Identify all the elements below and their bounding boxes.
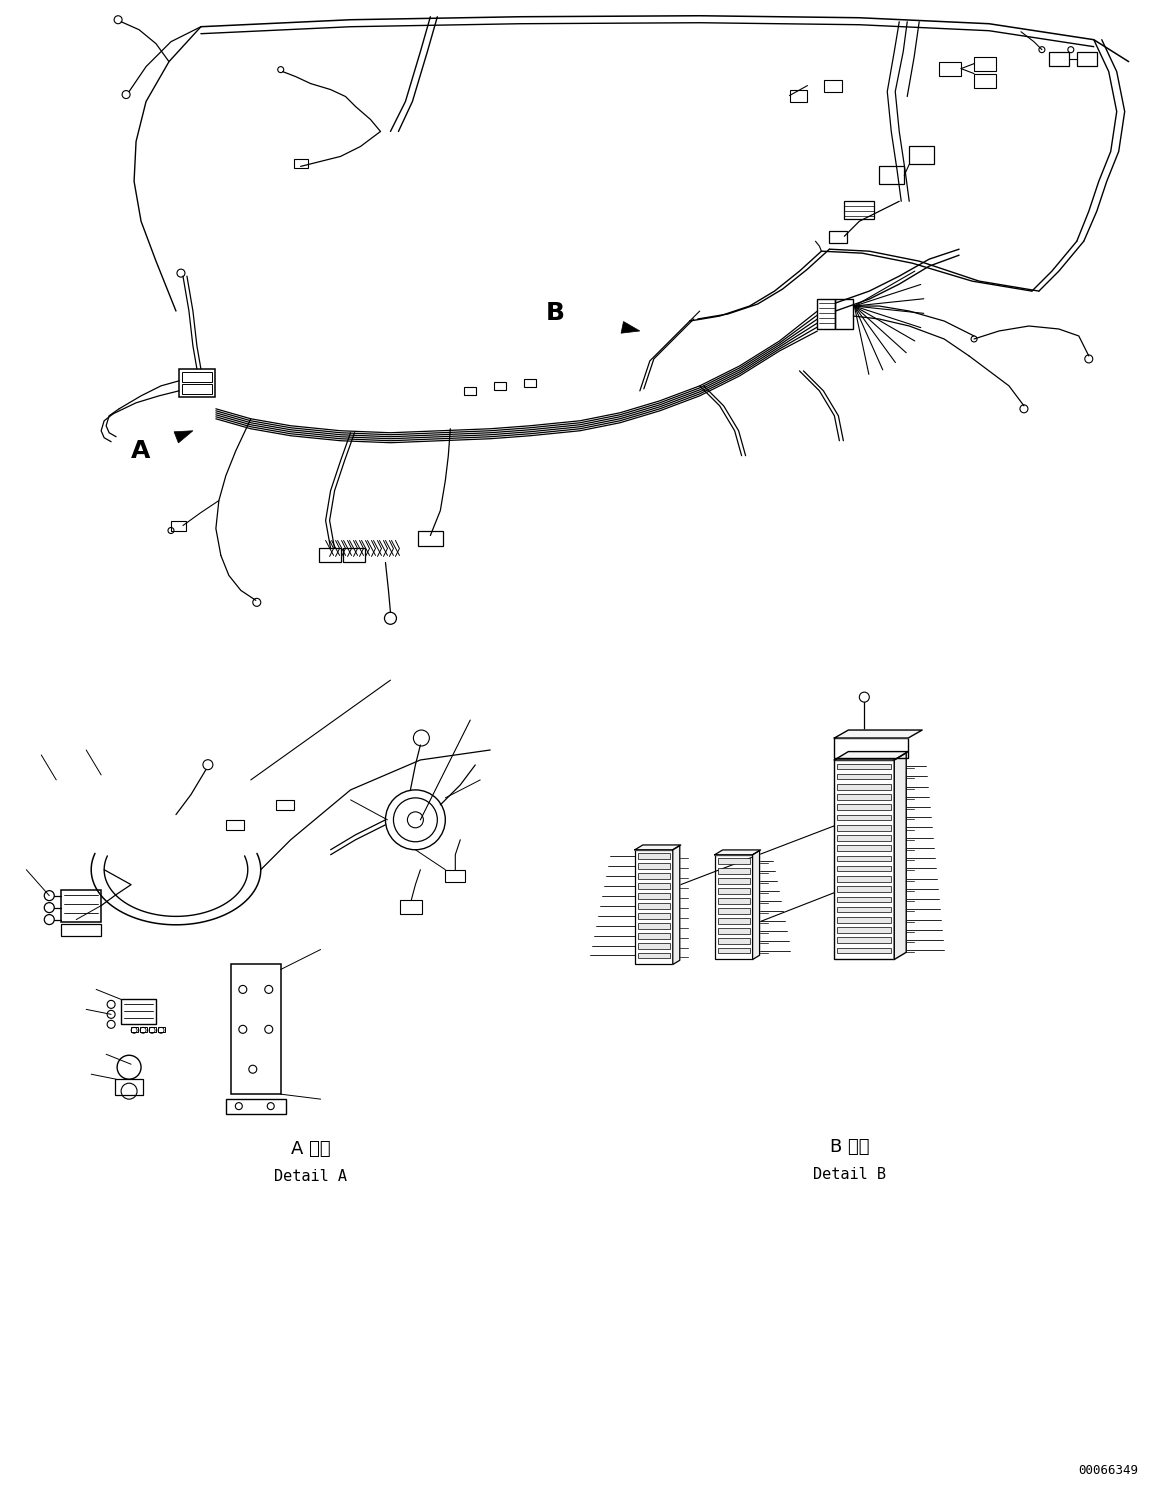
Bar: [718, 937, 750, 943]
Bar: [837, 795, 891, 801]
Bar: [637, 863, 670, 869]
Bar: [179, 369, 215, 397]
Bar: [837, 805, 891, 809]
Bar: [837, 835, 891, 841]
Bar: [419, 531, 443, 546]
Bar: [837, 824, 891, 830]
Bar: [637, 903, 670, 909]
Bar: [829, 231, 848, 243]
Bar: [818, 299, 835, 329]
Bar: [718, 899, 750, 903]
Bar: [837, 866, 891, 872]
Bar: [226, 1100, 286, 1115]
Bar: [718, 859, 750, 863]
Bar: [445, 869, 465, 882]
Bar: [171, 521, 186, 531]
Bar: [718, 908, 750, 914]
Polygon shape: [635, 845, 680, 850]
Bar: [825, 79, 842, 92]
Bar: [400, 900, 422, 914]
Bar: [837, 763, 891, 769]
Text: Detail A: Detail A: [274, 1170, 347, 1184]
Bar: [837, 856, 891, 862]
Text: A: A: [131, 439, 151, 463]
Bar: [837, 937, 891, 943]
Bar: [718, 888, 750, 894]
Bar: [494, 382, 506, 390]
Bar: [115, 1079, 143, 1095]
Bar: [158, 1027, 165, 1033]
Bar: [121, 1000, 156, 1024]
Bar: [837, 948, 891, 954]
Bar: [835, 299, 854, 329]
Bar: [181, 372, 212, 382]
Bar: [834, 760, 894, 960]
Bar: [844, 201, 875, 219]
Bar: [637, 893, 670, 899]
Bar: [637, 873, 670, 879]
Polygon shape: [621, 321, 640, 333]
Bar: [319, 549, 341, 562]
Bar: [879, 167, 904, 185]
Bar: [525, 379, 536, 387]
Bar: [837, 784, 891, 790]
Text: 00066349: 00066349: [1078, 1464, 1139, 1476]
Bar: [837, 887, 891, 891]
Bar: [837, 906, 891, 912]
Bar: [718, 929, 750, 933]
Bar: [1049, 52, 1069, 65]
Bar: [131, 1027, 138, 1033]
Polygon shape: [715, 850, 761, 854]
Text: B: B: [545, 301, 564, 324]
Bar: [637, 884, 670, 888]
Text: B 詳細: B 詳細: [829, 1138, 869, 1156]
Polygon shape: [672, 845, 679, 964]
Bar: [975, 73, 996, 88]
Polygon shape: [752, 851, 759, 960]
Bar: [837, 845, 891, 851]
Bar: [834, 738, 908, 757]
Bar: [635, 850, 672, 964]
Bar: [1077, 52, 1097, 65]
Bar: [464, 387, 477, 394]
Bar: [343, 549, 364, 562]
Polygon shape: [894, 753, 906, 960]
Bar: [637, 952, 670, 958]
Text: A 詳細: A 詳細: [291, 1140, 330, 1158]
Bar: [226, 820, 244, 830]
Bar: [276, 801, 294, 809]
Bar: [837, 917, 891, 923]
Polygon shape: [834, 751, 908, 760]
Bar: [837, 774, 891, 780]
Bar: [715, 854, 752, 960]
Bar: [837, 927, 891, 933]
Bar: [149, 1027, 156, 1033]
Polygon shape: [834, 731, 922, 738]
Bar: [718, 948, 750, 954]
Bar: [637, 933, 670, 939]
Bar: [975, 57, 996, 70]
Bar: [790, 89, 807, 101]
Bar: [718, 868, 750, 873]
Bar: [837, 876, 891, 882]
Bar: [637, 853, 670, 859]
Bar: [294, 159, 308, 168]
Bar: [637, 923, 670, 929]
Bar: [140, 1027, 147, 1033]
Bar: [909, 146, 934, 164]
Bar: [230, 964, 280, 1094]
Bar: [181, 384, 212, 394]
Bar: [837, 815, 891, 820]
Bar: [62, 924, 101, 936]
Bar: [62, 890, 101, 921]
Polygon shape: [174, 430, 193, 443]
Text: Detail B: Detail B: [813, 1168, 886, 1183]
Bar: [637, 943, 670, 948]
Bar: [718, 878, 750, 884]
Bar: [718, 918, 750, 924]
Bar: [837, 897, 891, 902]
Bar: [940, 61, 961, 76]
Bar: [637, 914, 670, 918]
